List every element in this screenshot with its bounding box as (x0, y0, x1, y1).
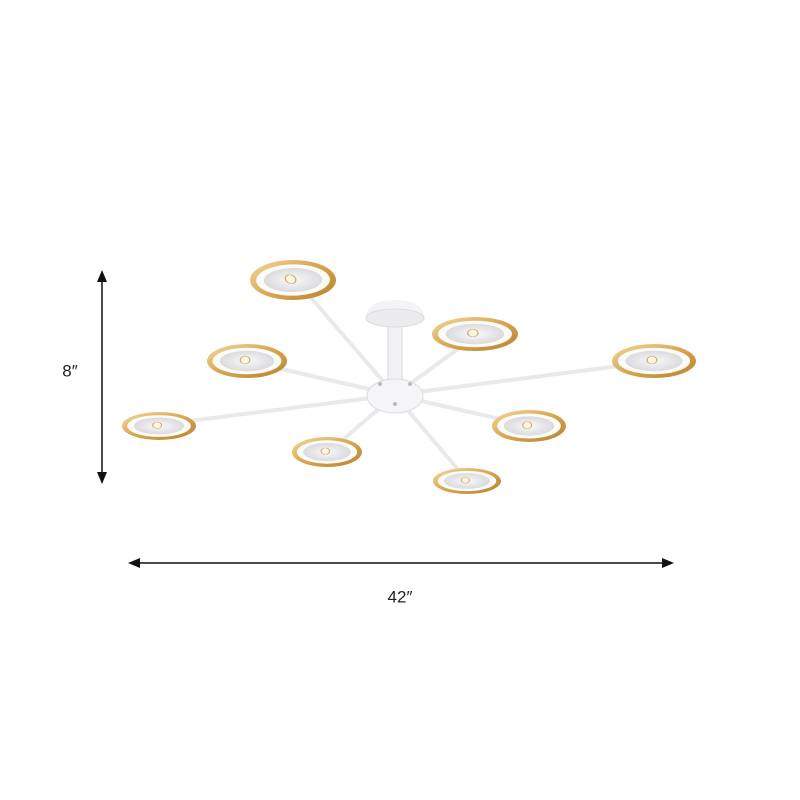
canopy (365, 300, 425, 393)
light (291, 436, 363, 468)
light (431, 316, 519, 352)
width-arrow (128, 558, 674, 568)
light (611, 343, 697, 379)
width-label: 42″ (388, 587, 413, 606)
height-label: 8″ (62, 361, 77, 380)
light (491, 409, 567, 443)
light (432, 467, 502, 495)
chandelier (121, 256, 697, 495)
height-arrow (97, 270, 107, 484)
hub (366, 378, 424, 414)
light (121, 411, 197, 441)
light (206, 343, 288, 379)
light (243, 256, 343, 304)
arms (163, 283, 652, 480)
